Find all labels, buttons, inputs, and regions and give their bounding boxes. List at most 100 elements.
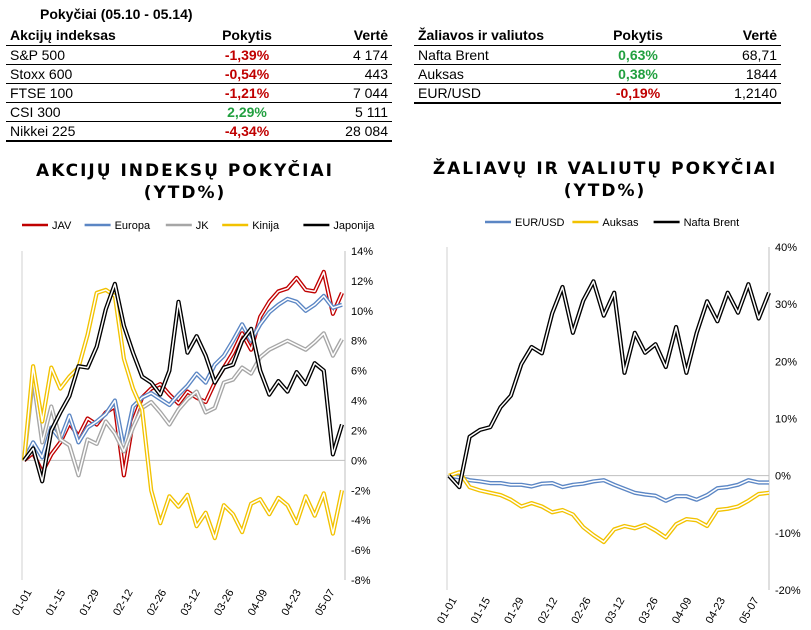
series-line-eur-usd <box>448 473 769 503</box>
chart1-title-line1: AKCIJŲ INDEKSŲ POKYČIAI <box>36 161 334 181</box>
table-header-row: Žaliavos ir valiutos Pokytis Vertė <box>414 25 781 46</box>
chart2-title: ŽALIAVŲ IR VALIUTŲ POKYČIAI (YTD%) <box>410 158 800 202</box>
legend-label: Auksas <box>602 217 639 229</box>
x-tick-label: 01-15 <box>469 596 493 626</box>
y-tick-label: 40% <box>775 242 797 254</box>
y-tick-label: -2% <box>351 485 371 497</box>
col-header-change: Pokytis <box>592 25 684 46</box>
legend-label: Europa <box>115 220 151 232</box>
row-change: -0,54% <box>202 64 292 84</box>
x-tick-label: 02-12 <box>536 596 560 626</box>
col-header-value: Vertė <box>292 25 392 46</box>
x-tick-label: 03-12 <box>178 588 202 618</box>
table-row: Stoxx 600 -0,54% 443 <box>6 64 392 84</box>
y-tick-label: 10% <box>351 306 373 318</box>
commodities-currency-table: Žaliavos ir valiutos Pokytis Vertė Nafta… <box>414 25 781 104</box>
table-row: FTSE 100 -1,21% 7 044 <box>6 83 392 103</box>
legend-label: JAV <box>52 220 72 232</box>
y-tick-label: 4% <box>351 396 367 408</box>
row-name: CSI 300 <box>6 102 202 122</box>
col-header-change: Pokytis <box>202 25 292 46</box>
x-tick-label: 03-26 <box>212 588 236 618</box>
x-tick-label: 02-26 <box>145 588 169 618</box>
legend-label: Kinija <box>252 220 280 232</box>
table-header-row: Akcijų indeksas Pokytis Vertė <box>6 25 392 46</box>
row-name: Nafta Brent <box>414 45 592 65</box>
x-tick-label: 04-09 <box>670 596 694 626</box>
y-tick-label: 10% <box>775 414 797 426</box>
legend-label: Nafta Brent <box>684 217 740 229</box>
legend-label: EUR/USD <box>515 217 565 229</box>
row-value: 1,2140 <box>684 83 781 104</box>
y-tick-label: 6% <box>351 366 367 378</box>
row-change: -4,34% <box>202 121 292 142</box>
y-tick-label: 14% <box>351 246 373 258</box>
row-value: 68,71 <box>684 45 781 65</box>
row-change: -1,39% <box>202 45 292 65</box>
row-change: -0,19% <box>592 83 684 104</box>
chart1-title: AKCIJŲ INDEKSŲ POKYČIAI (YTD%) <box>0 160 370 204</box>
row-name: Auksas <box>414 64 592 84</box>
y-tick-label: 12% <box>351 276 373 288</box>
table-row: CSI 300 2,29% 5 111 <box>6 102 392 122</box>
x-tick-label: 01-01 <box>10 588 34 618</box>
period-title: Pokyčiai (05.10 - 05.14) <box>40 6 193 22</box>
x-tick-label: 04-09 <box>246 588 270 618</box>
row-change: 0,38% <box>592 64 684 84</box>
table-row: Auksas 0,38% 1844 <box>414 64 781 84</box>
x-tick-label: 03-12 <box>603 596 627 626</box>
chart2-title-line2: (YTD%) <box>563 181 647 201</box>
y-tick-label: -10% <box>775 528 801 540</box>
y-tick-label: 30% <box>775 299 797 311</box>
y-tick-label: -6% <box>351 545 371 557</box>
series-line-europa <box>22 293 343 462</box>
chart1-title-line2: (YTD%) <box>143 183 227 203</box>
table-row: Nafta Brent 0,63% 68,71 <box>414 45 781 65</box>
x-tick-label: 04-23 <box>704 596 728 626</box>
x-tick-label: 03-26 <box>636 596 660 626</box>
row-value: 1844 <box>684 64 781 84</box>
row-name: EUR/USD <box>414 83 592 104</box>
row-change: -1,21% <box>202 83 292 103</box>
table-row: Nikkei 225 -4,34% 28 084 <box>6 121 392 142</box>
equity-index-table: Akcijų indeksas Pokytis Vertė S&P 500 -1,… <box>6 25 392 142</box>
y-tick-label: -20% <box>775 585 801 597</box>
row-value: 5 111 <box>292 102 392 122</box>
x-tick-label: 05-07 <box>313 588 337 618</box>
legend-label: JK <box>196 220 210 232</box>
y-tick-label: 8% <box>351 336 367 348</box>
y-tick-label: 20% <box>775 356 797 368</box>
row-change: 2,29% <box>202 102 292 122</box>
y-tick-label: 0% <box>351 455 367 467</box>
col-header-instrument: Žaliavos ir valiutos <box>414 25 592 46</box>
series-line-nafta-brent <box>447 279 771 490</box>
x-tick-label: 04-23 <box>279 588 303 618</box>
row-name: S&P 500 <box>6 45 202 65</box>
x-tick-label: 02-12 <box>111 588 135 618</box>
row-name: FTSE 100 <box>6 83 202 103</box>
col-header-index: Akcijų indeksas <box>6 25 202 46</box>
row-name: Nikkei 225 <box>6 121 202 142</box>
series-line-jk <box>21 331 344 478</box>
row-name: Stoxx 600 <box>6 64 202 84</box>
col-header-value: Vertė <box>684 25 781 46</box>
series-line-japonija <box>22 281 345 484</box>
row-value: 443 <box>292 64 392 84</box>
x-tick-label: 01-01 <box>435 596 459 626</box>
y-tick-label: -4% <box>351 515 371 527</box>
x-tick-label: 01-29 <box>502 596 526 626</box>
y-tick-label: 0% <box>775 471 791 483</box>
row-value: 7 044 <box>292 83 392 103</box>
row-value: 28 084 <box>292 121 392 142</box>
x-tick-label: 01-15 <box>44 588 68 618</box>
table-row: EUR/USD -0,19% 1,2140 <box>414 83 781 104</box>
row-value: 4 174 <box>292 45 392 65</box>
x-tick-label: 01-29 <box>77 588 101 618</box>
y-tick-label: 2% <box>351 425 367 437</box>
chart2-title-line1: ŽALIAVŲ IR VALIUTŲ POKYČIAI <box>432 159 778 179</box>
x-tick-label: 05-07 <box>737 596 761 626</box>
commodity-currency-chart: -20% -10% 0% 10% 20% 30% 40% 01-01 01-15 01-29 02-… <box>435 217 801 626</box>
series-line-auksas <box>448 470 770 545</box>
legend-label: Japonija <box>333 220 375 232</box>
y-tick-label: -8% <box>351 575 371 587</box>
